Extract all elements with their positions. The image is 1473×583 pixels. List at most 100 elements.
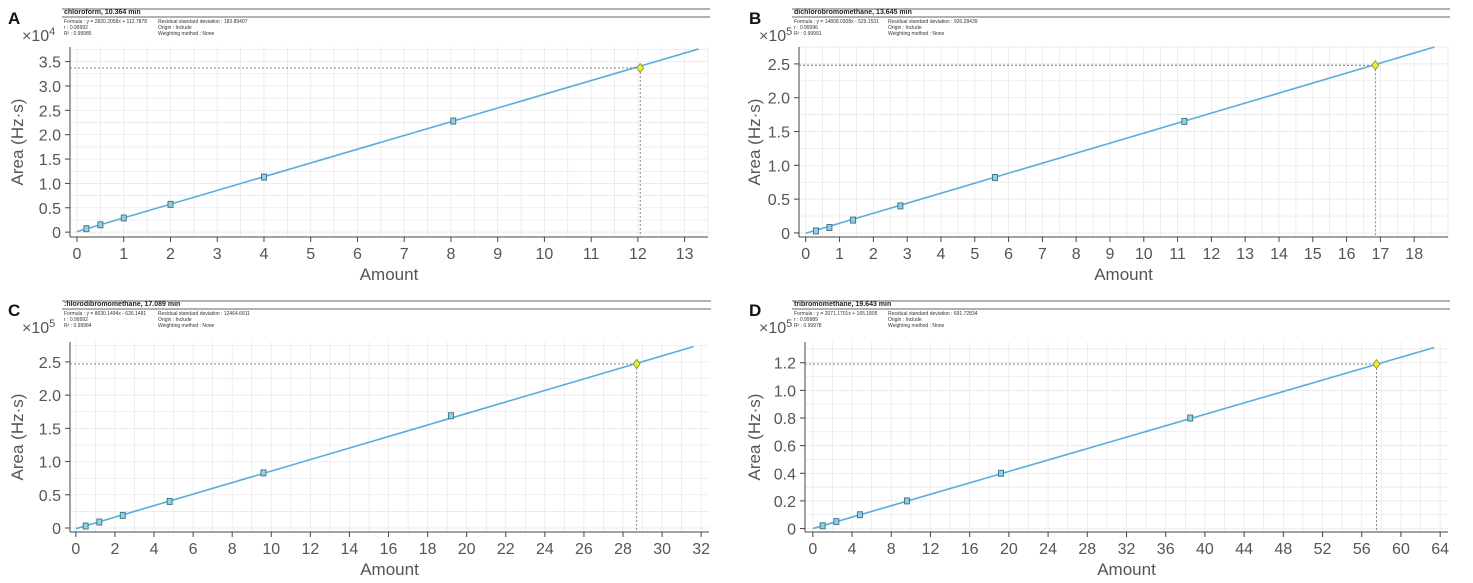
y-tick-label: 1.2 — [774, 356, 796, 373]
x-axis-label: Amount — [1094, 265, 1153, 284]
x-tick-label: 4 — [260, 246, 269, 263]
x-tick-label: 9 — [493, 246, 502, 263]
x-tick-label: 1 — [119, 246, 128, 263]
x-tick-label: 60 — [1392, 541, 1410, 558]
y-tick-label: 1.5 — [39, 421, 61, 438]
x-tick-label: 18 — [419, 541, 437, 558]
regression-line — [805, 46, 1435, 235]
header-title: dichlorobromomethane, 13.645 min — [794, 9, 912, 16]
y-axis-label: Area (Hz·s) — [745, 99, 764, 186]
x-tick-label: 3 — [903, 246, 912, 263]
header-r: r : 0.99996 — [794, 25, 818, 31]
calibration-point — [448, 412, 455, 420]
x-tick-label: 17 — [1371, 246, 1389, 263]
multiplier-exponent: 5 — [49, 318, 55, 330]
x-tick-label: 40 — [1196, 541, 1214, 558]
y-tick-label: 1.0 — [39, 176, 61, 193]
x-tick-label: 5 — [306, 246, 315, 263]
calibration-point — [850, 216, 857, 224]
calibration-header: chloroform, 10.364 min Formula : y = 2820… — [62, 8, 710, 37]
multiplier-exponent: 5 — [786, 318, 792, 330]
calibration-header: dichlorobromomethane, 13.645 min Formula … — [792, 8, 1450, 37]
header-title: tribromomethane, 19.643 min — [794, 301, 891, 308]
header-origin: Origin : Include — [158, 25, 192, 31]
x-tick-label: 44 — [1235, 541, 1253, 558]
y-tick-label: 3.0 — [39, 79, 61, 96]
y-tick-label: 0.8 — [774, 411, 796, 428]
x-tick-label: 24 — [1039, 541, 1057, 558]
x-tick-label: 0 — [801, 246, 810, 263]
y-tick-label: 0.2 — [774, 494, 796, 511]
regression-line — [812, 346, 1435, 530]
axis-multiplier: ×105 — [22, 318, 55, 337]
chart-panel-c: C:hlorodibromomethane, 17.089 min Formula… — [8, 300, 711, 579]
y-tick-label: 0 — [52, 521, 61, 538]
sample-point — [1371, 60, 1380, 71]
header-rsd: Residual standard deviation : 12464.6611 — [158, 311, 250, 317]
x-tick-label: 7 — [400, 246, 409, 263]
header-origin: Origin : Include — [888, 317, 922, 323]
y-tick-label: 2.5 — [39, 355, 61, 372]
grid — [70, 47, 709, 237]
calibration-point — [998, 469, 1004, 477]
multiplier-base: ×10 — [759, 28, 786, 45]
header-weighting: Weighting method : None — [888, 323, 945, 329]
regression-line — [75, 345, 694, 530]
x-tick-label: 30 — [653, 541, 671, 558]
x-tick-label: 0 — [71, 541, 80, 558]
x-tick-label: 6 — [353, 246, 362, 263]
y-tick-label: 2.0 — [768, 91, 790, 108]
y-tick-label: 2.0 — [39, 128, 61, 145]
y-tick-label: 0.5 — [39, 488, 61, 505]
x-tick-label: 12 — [922, 541, 940, 558]
x-tick-label: 8 — [887, 541, 896, 558]
y-axis-label: Area (Hz·s) — [8, 394, 27, 481]
sample-point — [636, 62, 645, 74]
x-tick-label: 28 — [1078, 541, 1096, 558]
calibration-point — [82, 522, 89, 530]
y-tick-label: 2.0 — [39, 388, 61, 405]
header-r2: R² : 0.99991 — [794, 31, 822, 37]
header-origin: Origin : Include — [888, 25, 922, 31]
x-tick-label: 2 — [166, 246, 175, 263]
x-tick-label: 36 — [1157, 541, 1175, 558]
x-tick-label: 48 — [1274, 541, 1292, 558]
header-rsd: Residual standard deviation : 183.89407 — [158, 19, 248, 25]
y-tick-label: 2.5 — [768, 57, 790, 74]
calibration-point — [833, 518, 840, 526]
header-rsd: Residual standard deviation : 926.28439 — [888, 19, 978, 25]
y-tick-label: 0.6 — [774, 439, 796, 456]
header-formula: Formula : y = 2071.1701x + 165.1805 — [794, 311, 878, 317]
header-origin: Origin : Include — [158, 317, 192, 323]
calibration-point — [903, 497, 910, 505]
x-tick-label: 32 — [1118, 541, 1136, 558]
x-tick-label: 8 — [228, 541, 237, 558]
x-tick-label: 64 — [1431, 541, 1449, 558]
x-tick-label: 26 — [575, 541, 593, 558]
x-tick-label: 12 — [629, 246, 647, 263]
x-axis-label: Amount — [360, 560, 419, 579]
axis-multiplier: ×104 — [22, 26, 55, 45]
sample-point — [632, 358, 641, 370]
x-tick-label: 12 — [1202, 246, 1220, 263]
x-tick-label: 4 — [937, 246, 946, 263]
calibration-point — [897, 202, 904, 210]
grid — [799, 46, 1449, 237]
x-tick-label: 24 — [536, 541, 554, 558]
y-tick-label: 0.5 — [39, 201, 61, 218]
x-tick-label: 22 — [497, 541, 515, 558]
header-rsd: Residual standard deviation : 691.72834 — [888, 311, 978, 317]
panel-letter: D — [749, 301, 761, 320]
y-tick-label: 2.5 — [39, 103, 61, 120]
panel-letter: A — [8, 9, 20, 28]
x-tick-label: 20 — [1000, 541, 1018, 558]
x-tick-label: 4 — [848, 541, 857, 558]
header-title: chloroform, 10.364 min — [64, 9, 141, 16]
multiplier-base: ×10 — [759, 320, 786, 337]
x-tick-label: 9 — [1106, 246, 1115, 263]
multiplier-base: ×10 — [22, 28, 49, 45]
header-r: r : 0.99992 — [64, 317, 88, 323]
header-r2: R² : 0.99984 — [64, 323, 92, 329]
